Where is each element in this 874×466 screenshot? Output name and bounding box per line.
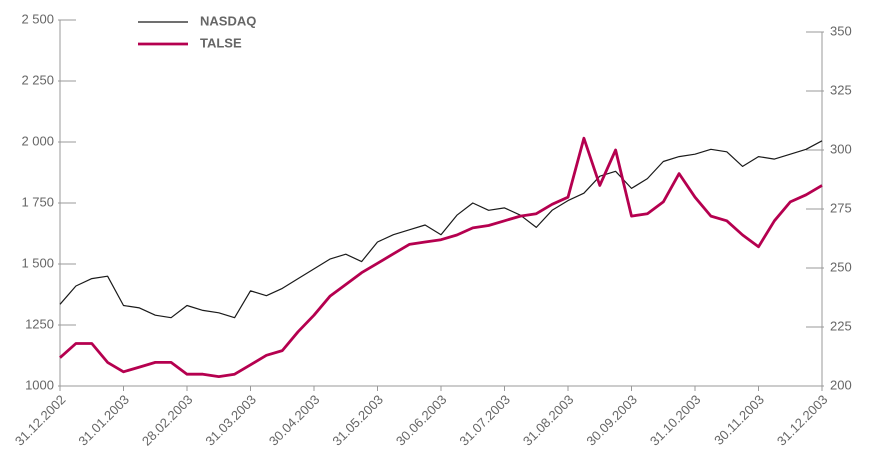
x-tick-label: 28.02.2003: [139, 392, 196, 449]
y2-tick-label: 275: [830, 200, 852, 215]
line-series: [59, 136, 823, 378]
x-tick-label: 30.09.2003: [583, 392, 640, 449]
y-tick-label: 1000: [25, 377, 54, 392]
y-tick-label: 2 250: [21, 72, 54, 87]
line-series: [59, 140, 823, 319]
y-tick-label: 2 000: [21, 133, 54, 148]
y2-tick-label: 350: [830, 23, 852, 38]
x-tick-label: 31.05.2003: [329, 392, 386, 449]
x-tick-label: 31.10.2003: [647, 392, 704, 449]
y2-tick-label: 300: [830, 141, 852, 156]
x-tick-label: 31.08.2003: [520, 392, 577, 449]
x-tick-label: 31.01.2003: [75, 392, 132, 449]
y-tick-label: 1 500: [21, 255, 54, 270]
y2-tick-label: 325: [830, 82, 852, 97]
x-tick-label: 31.12.2003: [774, 392, 831, 449]
y2-tick-label: 200: [830, 377, 852, 392]
y-tick-label: 2 500: [21, 11, 54, 26]
x-tick-label: 30.06.2003: [393, 392, 450, 449]
x-tick-label: 30.04.2003: [266, 392, 323, 449]
legend-label: NASDAQ: [200, 13, 256, 28]
x-tick-label: 31.03.2003: [202, 392, 259, 449]
y2-tick-label: 225: [830, 318, 852, 333]
y-tick-label: 1250: [25, 316, 54, 331]
legend-label: TALSE: [200, 35, 242, 50]
x-tick-label: 31.12.2002: [12, 392, 69, 449]
y-tick-label: 1 750: [21, 194, 54, 209]
y2-tick-label: 250: [830, 259, 852, 274]
x-tick-label: 31.07.2003: [456, 392, 513, 449]
x-tick-label: 30.11.2003: [711, 392, 767, 448]
